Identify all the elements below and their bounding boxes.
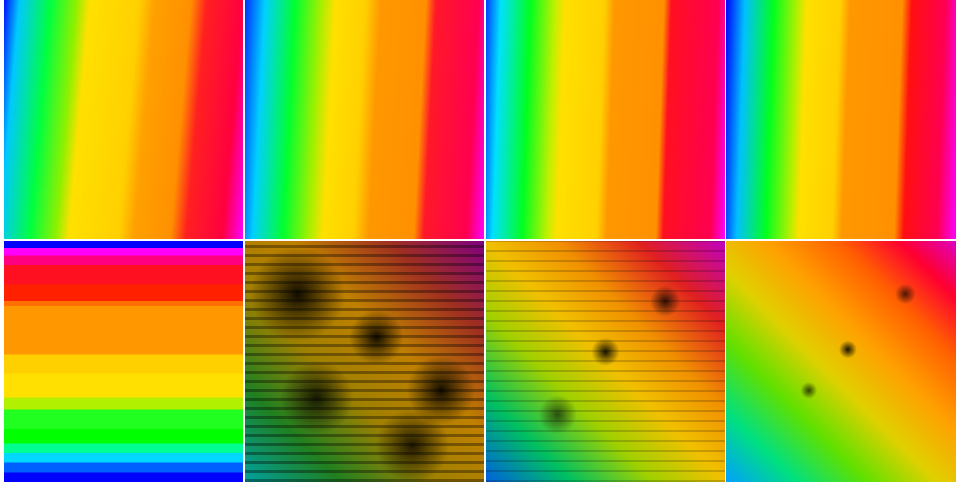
image-tile — [245, 241, 484, 482]
image-tile — [245, 0, 484, 239]
image-tile — [486, 0, 725, 239]
image-tile — [486, 241, 725, 482]
image-tile — [4, 0, 243, 239]
image-tile — [726, 0, 956, 239]
image-tile — [726, 241, 956, 482]
image-tile — [4, 241, 243, 482]
